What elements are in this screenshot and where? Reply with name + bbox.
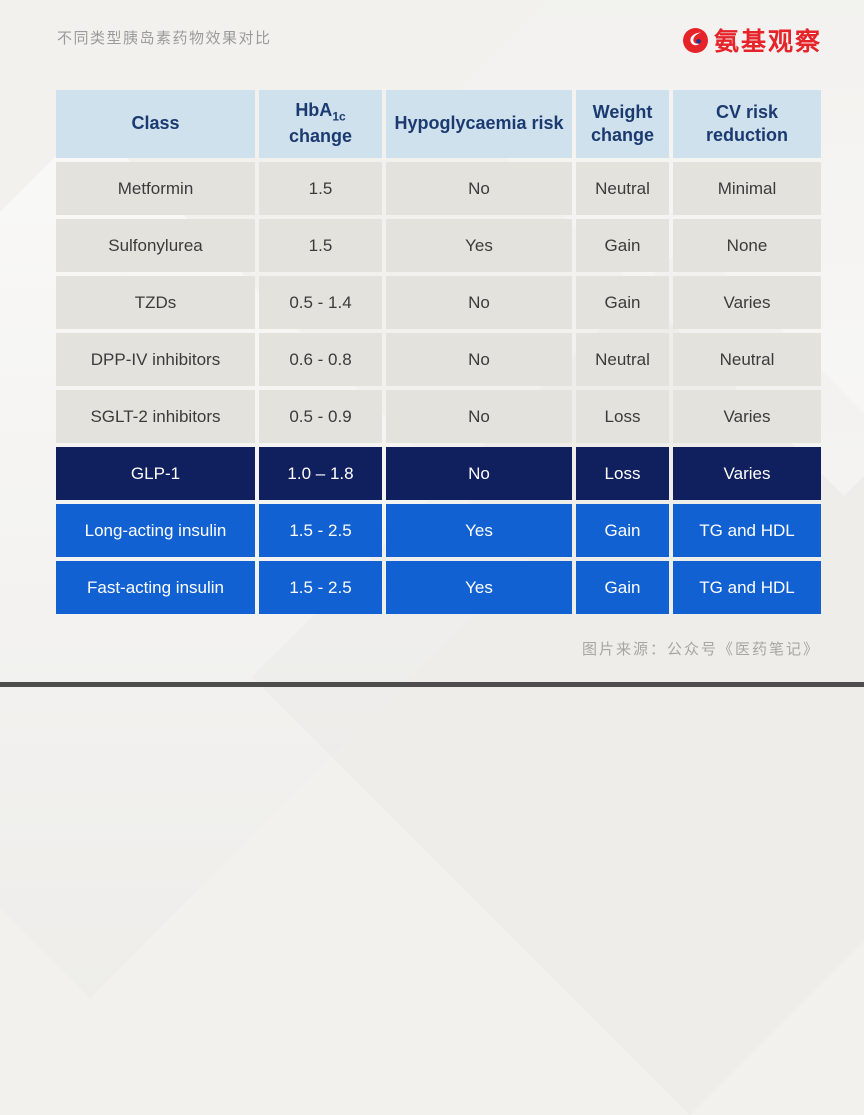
table-cell: 0.5 - 0.9 xyxy=(259,390,382,443)
header-class: Class xyxy=(56,90,255,158)
table-cell: 0.6 - 0.8 xyxy=(259,333,382,386)
header-weight-change: Weight change xyxy=(576,90,669,158)
table-cell: No xyxy=(386,162,572,215)
table-cell: Gain xyxy=(576,504,669,557)
table-cell: No xyxy=(386,390,572,443)
table-cell: Neutral xyxy=(576,333,669,386)
brand-logo-text: 氨基观察 xyxy=(713,28,822,56)
page-title: 不同类型胰岛素药物效果对比 xyxy=(57,30,272,47)
table-cell: TG and HDL xyxy=(673,561,821,614)
table-cell: 1.5 - 2.5 xyxy=(259,504,382,557)
table-cell: Loss xyxy=(576,390,669,443)
table-cell: Varies xyxy=(673,447,821,500)
image-source-note: 图片来源：公众号《医药笔记》 xyxy=(581,641,820,658)
table-cell: No xyxy=(386,447,572,500)
table-cell: Neutral xyxy=(576,162,669,215)
table-cell: Metformin xyxy=(56,162,255,215)
bottom-edge-bar xyxy=(0,682,864,687)
table-cell: 1.0 – 1.8 xyxy=(259,447,382,500)
table-cell: Varies xyxy=(673,390,821,443)
table-cell: Varies xyxy=(673,276,821,329)
table-cell: Neutral xyxy=(673,333,821,386)
table-cell: No xyxy=(386,333,572,386)
table-cell: Fast-acting insulin xyxy=(56,561,255,614)
table-cell: Minimal xyxy=(673,162,821,215)
table-cell: Yes xyxy=(386,561,572,614)
table-cell: Gain xyxy=(576,561,669,614)
table-cell: SGLT-2 inhibitors xyxy=(56,390,255,443)
table-cell: None xyxy=(673,219,821,272)
table-cell: Gain xyxy=(576,219,669,272)
table-cell: Yes xyxy=(386,219,572,272)
brand-logo: 氨基观察 xyxy=(682,22,822,58)
table-cell: No xyxy=(386,276,572,329)
table-cell: GLP-1 xyxy=(56,447,255,500)
table-cell: Gain xyxy=(576,276,669,329)
table-cell: 1.5 - 2.5 xyxy=(259,561,382,614)
header-hypoglycaemia-risk: Hypoglycaemia risk xyxy=(386,90,572,158)
table-cell: 1.5 xyxy=(259,219,382,272)
swirl-drop-logo-icon xyxy=(682,27,709,54)
table-cell: Loss xyxy=(576,447,669,500)
header-cv-risk-reduction: CV risk reduction xyxy=(673,90,821,158)
table-cell: TZDs xyxy=(56,276,255,329)
table-cell: 0.5 - 1.4 xyxy=(259,276,382,329)
comparison-table: Class HbA1c change Hypoglycaemia risk We… xyxy=(56,90,821,614)
header-hba1c-change: HbA1c change xyxy=(259,90,382,158)
table-cell: Long-acting insulin xyxy=(56,504,255,557)
table-cell: Yes xyxy=(386,504,572,557)
table-cell: DPP-IV inhibitors xyxy=(56,333,255,386)
table-cell: 1.5 xyxy=(259,162,382,215)
table-cell: TG and HDL xyxy=(673,504,821,557)
table-cell: Sulfonylurea xyxy=(56,219,255,272)
